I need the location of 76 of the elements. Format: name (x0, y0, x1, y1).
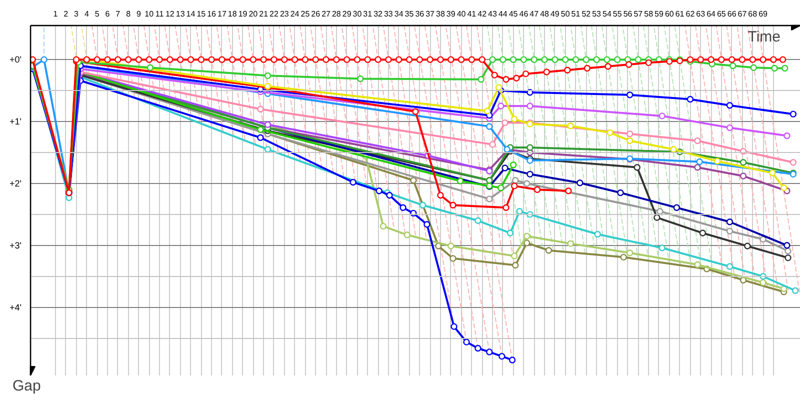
x-tick-label: 37 (426, 10, 436, 18)
x-tick-label: 57 (634, 10, 644, 18)
x-tick-label: 3 (74, 10, 80, 18)
x-tick-label: 54 (602, 10, 612, 18)
x-tick-label: 47 (530, 10, 540, 18)
x-tick-label: 16 (207, 10, 217, 18)
x-tick-label: 5 (94, 10, 100, 18)
x-tick-label: 10 (144, 10, 154, 18)
x-tick-label: 23 (280, 10, 290, 18)
x-tick-label: 39 (446, 10, 456, 18)
x-tick-label: 19 (238, 10, 248, 18)
x-tick-label: 8 (126, 10, 132, 18)
x-tick-label: 20 (248, 10, 258, 18)
x-tick-label: 67 (738, 10, 748, 18)
x-tick-label: 6 (105, 10, 110, 18)
y-tick-label: +2' (10, 178, 22, 188)
x-tick-label: 33 (384, 10, 394, 18)
y-tick-label: +0' (10, 54, 22, 65)
x-tick-label: 43 (488, 10, 498, 18)
x-tick-label: 51 (571, 10, 581, 18)
x-tick-label: 42 (478, 10, 488, 18)
x-tick-label: 22 (270, 10, 279, 18)
x-tick-label: 60 (664, 10, 674, 18)
x-tick-label: 30 (352, 10, 362, 18)
x-tick-label: 18 (228, 10, 238, 18)
x-tick-label: 35 (404, 10, 414, 18)
x-tick-label: 46 (519, 10, 529, 18)
x-tick-label: 13 (176, 10, 186, 18)
x-tick-label: 53 (592, 10, 602, 18)
x-tick-label: 29 (342, 10, 352, 18)
x-tick-label: 25 (300, 10, 310, 18)
x-tick-label: 21 (259, 10, 269, 18)
y-tick-label: +3' (10, 240, 22, 250)
x-tick-label: 49 (550, 10, 560, 18)
x-tick-label: 61 (675, 10, 685, 18)
x-tick-label: 15 (196, 10, 206, 18)
x-tick-label: 7 (116, 10, 121, 18)
x-axis-title: Time (748, 28, 781, 46)
x-tick-label: 34 (394, 10, 404, 18)
x-tick-label: 63 (696, 10, 706, 18)
x-tick-label: 4 (84, 10, 90, 18)
x-tick-label: 59 (654, 10, 664, 18)
y-tick-label: +4' (10, 302, 22, 312)
x-tick-label: 68 (748, 10, 758, 18)
x-tick-label: 27 (322, 10, 332, 18)
x-tick-label: 55 (612, 10, 622, 18)
x-tick-label: 41 (467, 10, 477, 18)
x-tick-label: 62 (686, 10, 696, 18)
x-tick-label: 38 (436, 10, 446, 18)
x-tick-label: 45 (508, 10, 518, 18)
x-tick-label: 69 (758, 10, 768, 18)
x-tick-label: 24 (290, 10, 300, 18)
y-tick-label: +1' (10, 116, 22, 127)
x-tick-label: 44 (498, 10, 508, 18)
x-tick-label: 14 (186, 10, 196, 18)
x-tick-label: 12 (165, 10, 175, 18)
x-tick-label: 17 (218, 10, 227, 18)
x-tick-label: 58 (644, 10, 654, 18)
x-tick-label: 26 (311, 10, 321, 18)
x-tick-label: 28 (332, 10, 342, 18)
x-tick-label: 2 (64, 10, 69, 18)
x-tick-label: 9 (136, 10, 142, 18)
x-tick-label: 1 (53, 10, 58, 18)
x-tick-label: 40 (456, 10, 466, 18)
x-tick-label: 50 (560, 10, 570, 18)
x-tick-label: 11 (155, 10, 164, 18)
x-tick-label: 65 (716, 10, 726, 18)
x-tick-label: 52 (582, 10, 592, 18)
x-tick-label: 48 (540, 10, 550, 18)
x-tick-label: 56 (623, 10, 633, 18)
y-axis-title: Gap (12, 378, 41, 394)
x-tick-label: 66 (727, 10, 737, 18)
x-tick-label: 36 (415, 10, 425, 18)
x-tick-label: 31 (363, 10, 373, 18)
x-tick-label: 64 (706, 10, 716, 18)
x-tick-label: 32 (374, 10, 384, 18)
